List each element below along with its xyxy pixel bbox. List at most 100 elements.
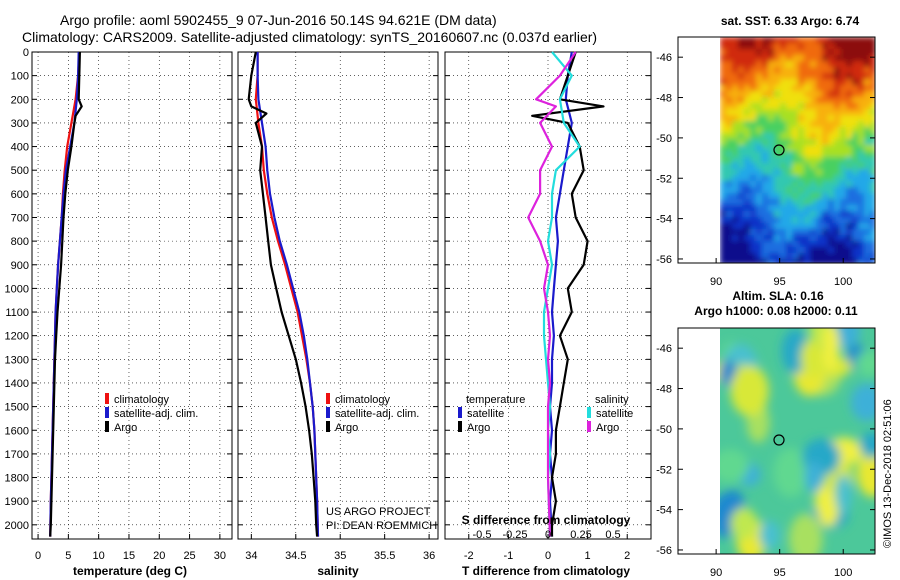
sst-cell: [822, 103, 828, 109]
legend-label-satellite-adj: satellite-adj. clim.: [335, 408, 419, 420]
sst-cell: [840, 157, 846, 163]
sst-cell: [750, 37, 756, 43]
sst-cell: [840, 229, 846, 235]
sst-cell: [858, 259, 864, 263]
sst-cell: [762, 253, 768, 259]
sst-cell: [852, 247, 858, 253]
sst-cell: [756, 103, 762, 109]
sla-map-frame: [677, 327, 876, 555]
sst-cell: [720, 199, 726, 205]
sst-cell: [750, 241, 756, 247]
sst-cell: [846, 181, 852, 187]
depth-tick-label: 400: [11, 142, 29, 154]
sst-cell: [846, 193, 852, 199]
sst-cell: [780, 79, 786, 85]
sst-cell: [870, 121, 875, 127]
sst-cell: [834, 109, 840, 115]
sst-cell: [768, 223, 774, 229]
sst-cell: [846, 139, 852, 145]
sst-cell: [840, 199, 846, 205]
sst-cell: [726, 115, 732, 121]
sst-cell: [750, 103, 756, 109]
sst-cell: [822, 175, 828, 181]
sst-cell: [858, 157, 864, 163]
sst-cell: [864, 205, 870, 211]
sst-cell: [726, 253, 732, 259]
sst-cell: [762, 157, 768, 163]
sst-cell: [846, 169, 852, 175]
sst-cell: [726, 121, 732, 127]
sst-cell: [816, 151, 822, 157]
sst-cell: [780, 133, 786, 139]
sst-cell: [786, 181, 792, 187]
sst-cell: [828, 121, 834, 127]
sst-cell: [792, 43, 798, 49]
sst-cell: [786, 139, 792, 145]
sst-cell: [726, 247, 732, 253]
sst-cell: [738, 103, 744, 109]
map-lon-label: 95: [774, 276, 786, 288]
sst-cell: [864, 229, 870, 235]
sst-cell: [828, 115, 834, 121]
sst-cell: [762, 151, 768, 157]
sst-cell: [786, 133, 792, 139]
sst-cell: [852, 85, 858, 91]
sst-cell: [816, 127, 822, 133]
depth-tick-label: 1200: [5, 331, 29, 343]
sst-cell: [732, 85, 738, 91]
sst-cell: [786, 121, 792, 127]
sst-cell: [756, 145, 762, 151]
sst-cell: [858, 91, 864, 97]
sst-cell: [864, 145, 870, 151]
depth-tick-label: 1300: [5, 354, 29, 366]
sst-cell: [774, 211, 780, 217]
sst-cell: [834, 97, 840, 103]
sst-cell: [792, 55, 798, 61]
sst-cell: [738, 193, 744, 199]
sst-cell: [846, 235, 852, 241]
sst-cell: [732, 91, 738, 97]
sst-cell: [786, 115, 792, 121]
sst-cell: [786, 217, 792, 223]
sst-cell: [846, 145, 852, 151]
sst-cell: [798, 37, 804, 43]
sst-cell: [768, 211, 774, 217]
sst-cell: [810, 109, 816, 115]
sst-cell: [792, 73, 798, 79]
sst-cell: [756, 157, 762, 163]
sst-cell: [798, 151, 804, 157]
sst-cell: [738, 43, 744, 49]
sst-cell: [780, 61, 786, 67]
sst-cell: [840, 175, 846, 181]
sst-cell: [858, 175, 864, 181]
sst-cell: [762, 211, 768, 217]
depth-tick-label: 600: [11, 189, 29, 201]
sst-cell: [744, 43, 750, 49]
sst-cell: [810, 79, 816, 85]
sst-cell: [738, 187, 744, 193]
map-lon-label: 95: [774, 567, 786, 579]
sst-cell: [756, 121, 762, 127]
sla-blob: [834, 474, 852, 515]
sst-cell: [726, 211, 732, 217]
sst-cell: [792, 139, 798, 145]
sst-cell: [810, 55, 816, 61]
sst-cell: [780, 211, 786, 217]
sst-cell: [816, 97, 822, 103]
sst-cell: [870, 37, 875, 43]
sst-cell: [828, 175, 834, 181]
sst-cell: [804, 217, 810, 223]
credit-line-2: PI: DEAN ROEMMICH: [326, 520, 437, 532]
sst-cell: [864, 187, 870, 193]
sst-cell: [762, 181, 768, 187]
sst-cell: [720, 109, 726, 115]
sst-cell: [750, 169, 756, 175]
sst-cell: [750, 61, 756, 67]
sst-cell: [798, 73, 804, 79]
sst-cell: [720, 79, 726, 85]
sst-cell: [858, 169, 864, 175]
sst-cell: [822, 97, 828, 103]
sst-cell: [798, 91, 804, 97]
sst-cell: [816, 55, 822, 61]
sst-cell: [774, 61, 780, 67]
